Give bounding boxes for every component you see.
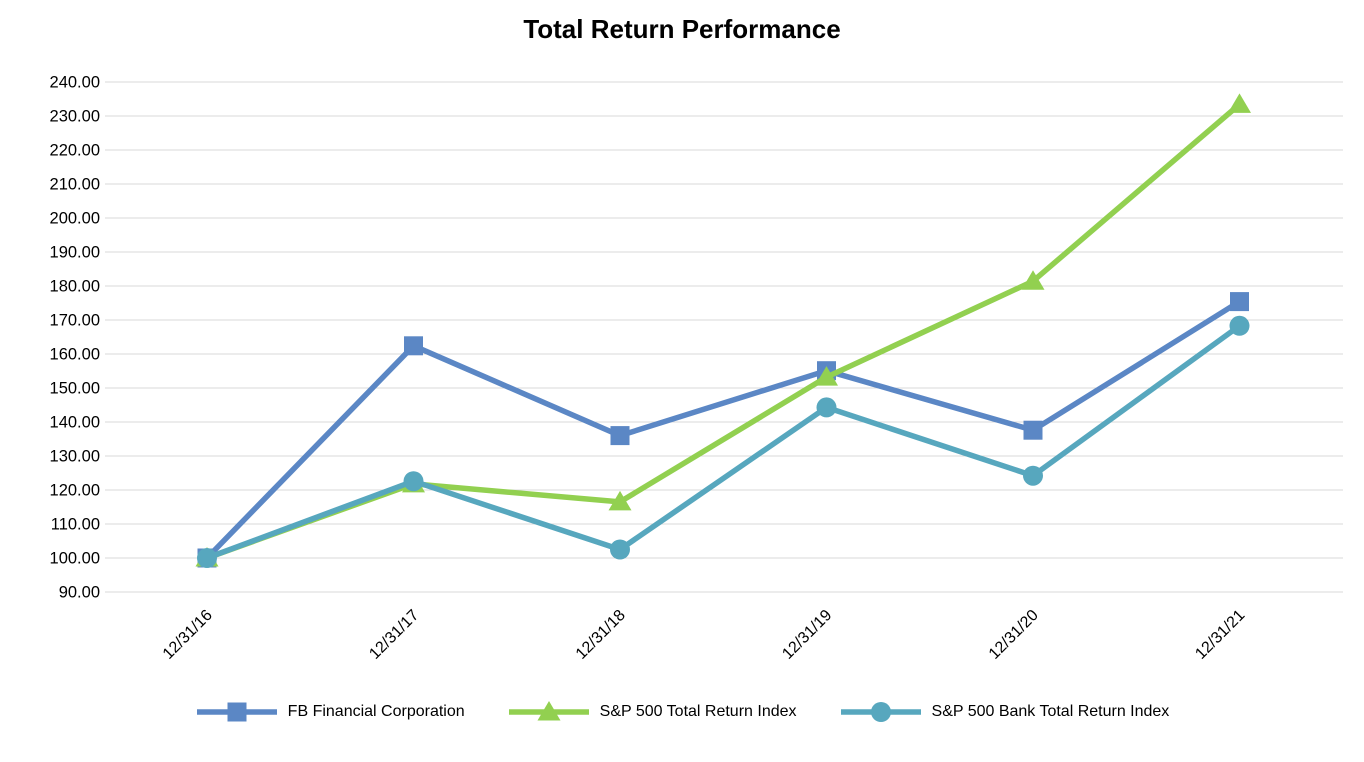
legend-item-sp500-total-return: S&P 500 Total Return Index xyxy=(507,700,797,724)
y-tick-label: 230.00 xyxy=(50,108,100,126)
legend-label: FB Financial Corporation xyxy=(287,703,465,720)
y-tick-label: 90.00 xyxy=(59,584,100,602)
circle-marker-icon xyxy=(403,471,424,492)
x-tick-label: 12/31/19 xyxy=(779,607,835,663)
triangle-marker-icon xyxy=(1021,270,1045,290)
triangle-marker-icon xyxy=(815,366,838,386)
square-marker-icon xyxy=(1230,292,1249,312)
legend-item-fb-financial: FB Financial Corporation xyxy=(195,700,465,724)
legend: FB Financial Corporation S&P 500 Total R… xyxy=(0,700,1364,724)
series-line xyxy=(204,323,1243,561)
y-tick-label: 210.00 xyxy=(50,176,100,194)
series-line xyxy=(204,298,1243,561)
y-tick-label: 200.00 xyxy=(50,210,100,228)
y-tick-label: 100.00 xyxy=(50,550,100,568)
triangle-marker-icon xyxy=(508,701,589,721)
square-marker-icon xyxy=(610,426,630,446)
x-tick-label: 12/31/20 xyxy=(986,607,1042,663)
chart-title: Total Return Performance xyxy=(523,14,841,44)
circle-marker-icon xyxy=(610,539,630,560)
square-marker-icon xyxy=(1023,420,1043,440)
y-tick-label: 180.00 xyxy=(50,278,100,296)
square-marker-icon xyxy=(404,336,423,356)
x-tick-label: 12/31/16 xyxy=(160,607,216,663)
y-tick-label: 130.00 xyxy=(50,448,100,466)
legend-item-sp500-bank-total-return: S&P 500 Bank Total Return Index xyxy=(839,700,1170,724)
legend-label: S&P 500 Total Return Index xyxy=(599,703,797,720)
y-tick-label: 170.00 xyxy=(50,312,100,330)
legend-label: S&P 500 Bank Total Return Index xyxy=(931,703,1170,720)
circle-marker-icon xyxy=(1023,465,1043,486)
y-tick-label: 240.00 xyxy=(50,74,100,92)
circle-marker-icon xyxy=(816,397,837,418)
y-tick-label: 120.00 xyxy=(50,482,100,500)
y-tick-label: 220.00 xyxy=(50,142,100,160)
y-tick-label: 140.00 xyxy=(50,414,100,432)
y-tick-label: 150.00 xyxy=(50,380,100,398)
y-tick-label: 160.00 xyxy=(50,346,100,364)
x-tick-label: 12/31/18 xyxy=(573,607,629,663)
y-tick-label: 110.00 xyxy=(51,516,100,534)
x-tick-label: 12/31/21 xyxy=(1192,607,1248,663)
plot-area: 90.00 100.00 110.00 120.00 130.00 140.00 150.0… xyxy=(50,74,1343,663)
circle-marker-icon xyxy=(1229,315,1250,336)
x-tick-label: 12/31/17 xyxy=(366,607,422,663)
y-tick-label: 190.00 xyxy=(50,244,100,262)
series-1 xyxy=(195,93,1251,567)
series-0 xyxy=(197,292,1249,568)
square-marker-icon xyxy=(196,702,277,722)
triangle-marker-icon xyxy=(608,490,632,511)
series-2 xyxy=(197,315,1250,568)
triangle-marker-icon xyxy=(1228,93,1251,113)
circle-marker-icon xyxy=(840,702,921,722)
circle-marker-icon xyxy=(197,548,217,568)
